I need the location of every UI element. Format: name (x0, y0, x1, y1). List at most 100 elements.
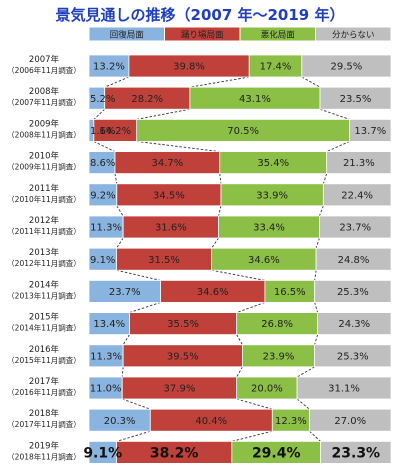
bar-segment (326, 151, 392, 175)
data-label: 11.3% (90, 351, 122, 362)
category-label: 2016年 (29, 344, 60, 355)
data-label: 1.6% (90, 126, 115, 137)
data-label: 17.4% (260, 62, 292, 73)
data-label: 26.8% (261, 319, 293, 330)
bar-segment (314, 344, 392, 368)
data-label: 70.5% (227, 126, 259, 137)
data-label: 27.0% (334, 416, 366, 427)
data-label: 38.2% (150, 445, 199, 461)
data-label: 11.3% (90, 223, 122, 234)
category-label: 2017年 (29, 376, 60, 387)
bar-segment (349, 119, 392, 142)
connector-line (116, 237, 124, 249)
bar-segment (319, 215, 392, 239)
legend-label: 踊り場局面 (181, 30, 224, 41)
category-label: 2014年 (29, 279, 60, 290)
bar-segment (319, 86, 392, 110)
data-label: 24.3% (338, 319, 370, 330)
connector-line (236, 366, 243, 378)
bar-segment (309, 408, 392, 432)
connector-line (136, 140, 220, 153)
data-label: 25.3% (337, 351, 369, 362)
category-survey-label: （2014年11月調査） (7, 323, 81, 333)
category-survey-label: （2012年11月調査） (7, 258, 81, 268)
connector-line (314, 302, 319, 313)
data-label: 9.1% (83, 445, 122, 461)
category-survey-label: （2009年11月調査） (7, 162, 81, 172)
data-label: 9.1% (90, 255, 115, 266)
data-label: 20.3% (104, 416, 136, 427)
data-label: 23.7% (109, 287, 141, 298)
connector-line (309, 430, 321, 442)
legend-label: 悪化局面 (261, 30, 296, 41)
data-label: 29.4% (252, 445, 301, 461)
connector-line (116, 269, 161, 281)
data-label: 13.4% (93, 319, 125, 330)
connector-line (211, 237, 219, 249)
category-survey-label: （2011年11月調査） (7, 226, 81, 236)
data-label: 40.4% (195, 416, 227, 427)
category-label: 2008年 (29, 86, 60, 97)
connector-line (219, 173, 222, 184)
connector-line (93, 140, 116, 153)
data-label: 34.5% (153, 190, 185, 201)
connector-line (121, 366, 124, 378)
data-label: 33.4% (253, 223, 285, 234)
category-label: 2012年 (29, 215, 60, 226)
data-label: 39.8% (173, 62, 205, 73)
data-label: 21.3% (343, 158, 375, 169)
category-label: 2007年 (29, 54, 60, 65)
connector-line (116, 205, 124, 217)
data-label: 33.9% (256, 190, 288, 201)
bar-segment (320, 440, 392, 464)
connector-line (315, 237, 320, 249)
category-survey-label: （2018年11月調査） (7, 451, 81, 461)
data-label: 25.3% (337, 287, 369, 298)
category-survey-label: （2006年11月調査） (7, 65, 81, 75)
category-survey-label: （2007年11月調査） (7, 97, 81, 107)
connector-line (231, 430, 273, 442)
connector-line (104, 76, 130, 88)
connector-line (236, 398, 273, 410)
data-label: 22.4% (341, 190, 373, 201)
bar-segment (301, 54, 392, 78)
data-label: 11.0% (90, 384, 122, 395)
category-label: 2018年 (29, 408, 60, 419)
data-label: 12.3% (275, 416, 307, 427)
connector-line (319, 205, 324, 217)
bar-segment (317, 312, 392, 336)
legend-label: 回復局面 (110, 30, 145, 41)
connector-line (122, 398, 151, 410)
data-label: 31.1% (328, 384, 360, 395)
data-label: 23.7% (339, 223, 371, 234)
connector-line (319, 108, 350, 120)
bar-segment (322, 183, 392, 207)
bar-segment (314, 279, 392, 303)
legend-label: 分からない (332, 31, 375, 41)
category-label: 2019年 (29, 440, 60, 451)
category-survey-label: （2017年11月調査） (7, 419, 81, 429)
connector-line (114, 173, 118, 184)
data-label: 34.7% (151, 158, 183, 169)
category-survey-label: （2015年11月調査） (7, 355, 81, 365)
category-label: 2015年 (29, 312, 60, 323)
connector-line (122, 334, 130, 346)
connector-line (301, 76, 321, 88)
connector-line (218, 205, 222, 217)
connector-line (136, 108, 190, 120)
data-label: 20.0% (251, 384, 283, 395)
bar-segment (315, 247, 392, 271)
data-label: 29.5% (331, 62, 363, 73)
data-label: 24.8% (338, 255, 370, 266)
data-label: 23.9% (263, 351, 295, 362)
data-label: 14.2% (99, 126, 131, 137)
category-label: 2009年 (29, 118, 60, 129)
connector-line (296, 366, 315, 378)
connector-line (314, 270, 317, 281)
data-label: 35.5% (167, 319, 199, 330)
data-label: 16.5% (274, 287, 306, 298)
connector-line (211, 269, 265, 281)
connector-line (93, 108, 106, 120)
connector-line (322, 173, 328, 184)
